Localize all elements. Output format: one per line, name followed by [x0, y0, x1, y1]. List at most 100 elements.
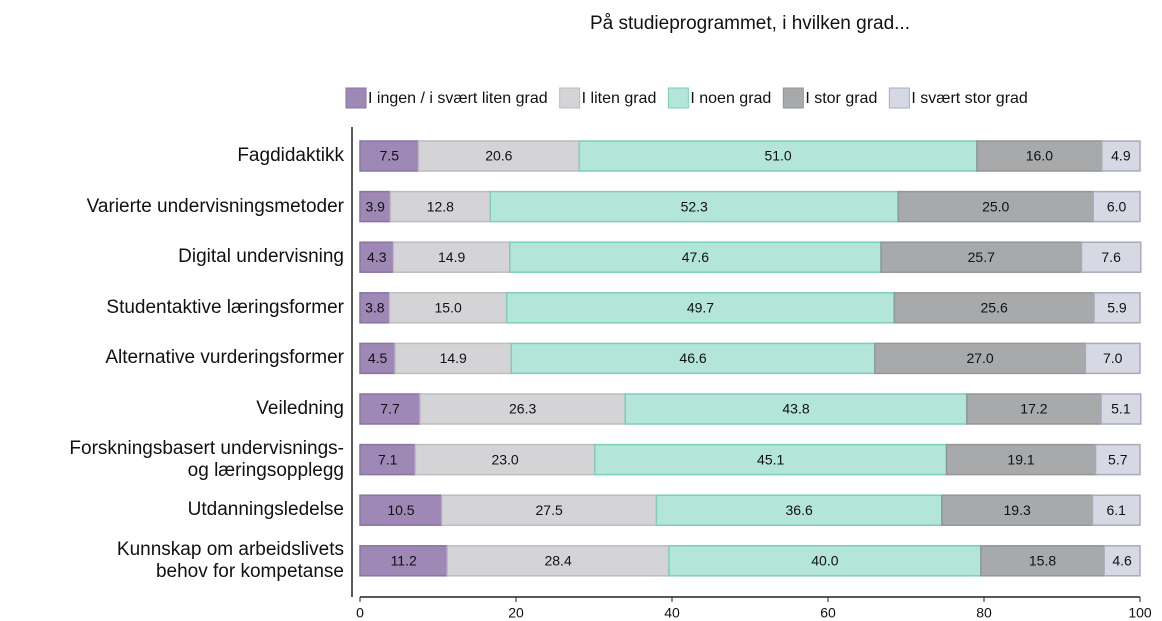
value-label: 5.9 [1107, 300, 1127, 316]
legend-label: I ingen / i svært liten grad [368, 90, 548, 107]
legend-label: I svært stor grad [911, 90, 1027, 107]
value-label: 25.0 [982, 198, 1009, 214]
bar-segment [1093, 292, 1141, 324]
bar-segment [1101, 140, 1141, 172]
bar-segment [1091, 494, 1141, 526]
bar-segment [394, 342, 513, 375]
y-tick-label: Studentaktive læringsformer [106, 296, 344, 318]
y-tick-label: Forskningsbasert undervisnings- og lærin… [69, 437, 344, 481]
bar-segment [945, 443, 1097, 476]
bar-segment [441, 494, 658, 526]
value-label: 7.7 [380, 401, 400, 417]
bar-segment [578, 140, 978, 172]
legend-label: I liten grad [582, 90, 657, 107]
value-label: 5.7 [1108, 451, 1128, 467]
chart-title: På studieprogrammet, i hvilken grad... [590, 13, 910, 34]
value-label: 4.9 [1111, 148, 1131, 164]
legend-swatch [782, 87, 804, 109]
y-tick-label: Kunnskap om arbeidslivets behov for komp… [116, 538, 344, 582]
bar-segment [509, 241, 882, 273]
bar-segment [359, 241, 395, 273]
value-label: 43.8 [782, 401, 809, 417]
value-label: 20.6 [485, 148, 512, 164]
value-label: 4.5 [368, 350, 388, 366]
value-label: 10.5 [387, 502, 414, 518]
value-label: 11.2 [391, 553, 417, 569]
value-label: 15.0 [435, 300, 462, 316]
bar-segment [668, 545, 982, 577]
value-label: 3.9 [365, 198, 385, 214]
bar-segment [417, 140, 580, 172]
bar-segment [359, 545, 449, 577]
value-label: 19.3 [1004, 502, 1031, 518]
bar-segment [392, 241, 511, 273]
y-tick-label: Alternative vurderingsformer [105, 347, 344, 369]
value-label: 6.1 [1106, 502, 1126, 518]
value-label: 27.0 [966, 350, 993, 366]
value-label: 7.5 [380, 148, 400, 164]
y-tick-label: Digital undervisning [178, 246, 344, 268]
y-tick-label: Fagdidaktikk [237, 145, 344, 166]
value-label: 46.6 [679, 350, 706, 366]
x-tick-label: 0 [356, 605, 364, 621]
value-label: 17.2 [1020, 401, 1047, 417]
y-tick-label: Veiledning [256, 398, 344, 419]
value-label: 6.0 [1107, 198, 1127, 214]
legend-swatch [345, 87, 367, 109]
value-label: 14.9 [438, 249, 465, 265]
value-label: 16.0 [1026, 148, 1053, 164]
value-label: 27.5 [536, 502, 563, 518]
value-label: 4.6 [1112, 553, 1132, 569]
value-label: 25.6 [981, 300, 1008, 316]
bar-segment [594, 443, 948, 476]
bar-segment [980, 545, 1105, 577]
bar-segment [1084, 342, 1141, 375]
x-tick-label: 20 [508, 605, 524, 621]
value-label: 49.7 [687, 300, 714, 316]
legend-swatch [667, 87, 689, 109]
bar-segment [1103, 545, 1141, 577]
x-tick-label: 100 [1128, 605, 1152, 621]
legend-label: I noen grad [690, 90, 771, 107]
bar-segment [446, 545, 670, 577]
value-label: 3.8 [365, 300, 385, 316]
value-label: 12.8 [427, 198, 454, 214]
x-tick-label: 80 [976, 605, 992, 621]
value-label: 14.9 [440, 350, 467, 366]
bar-segment [510, 342, 876, 375]
x-tick-label: 60 [820, 605, 836, 621]
y-tick-label: Varierte undervisningsmetoder [86, 195, 344, 217]
value-label: 7.6 [1101, 249, 1121, 265]
bar-segment [388, 292, 508, 324]
bar-segment [359, 190, 392, 223]
value-label: 51.0 [764, 148, 791, 164]
value-label: 28.4 [544, 553, 571, 569]
bar-segment [1080, 241, 1142, 273]
bar-segment [1092, 190, 1141, 223]
bar-segment [419, 393, 626, 425]
bar-segment [359, 494, 443, 526]
value-label: 25.7 [968, 249, 995, 265]
bar-segment [1094, 443, 1141, 476]
bar-segment [624, 393, 968, 425]
value-label: 7.0 [1103, 350, 1123, 366]
value-label: 4.3 [367, 249, 387, 265]
value-label: 7.1 [378, 451, 398, 467]
bar-segment [489, 190, 899, 223]
x-tick-label: 40 [664, 605, 680, 621]
bar-segment [359, 140, 420, 172]
bar-segment [1100, 393, 1142, 425]
value-label: 26.3 [509, 401, 536, 417]
bar-segment [414, 443, 596, 476]
value-label: 15.8 [1029, 553, 1056, 569]
value-label: 19.1 [1007, 451, 1034, 467]
value-label: 23.0 [491, 451, 518, 467]
legend-label: I stor grad [805, 90, 877, 107]
value-label: 47.6 [682, 249, 709, 265]
value-label: 36.6 [786, 502, 813, 518]
value-label: 40.0 [811, 553, 838, 569]
value-label: 52.3 [681, 198, 708, 214]
bar-segment [897, 190, 1094, 223]
